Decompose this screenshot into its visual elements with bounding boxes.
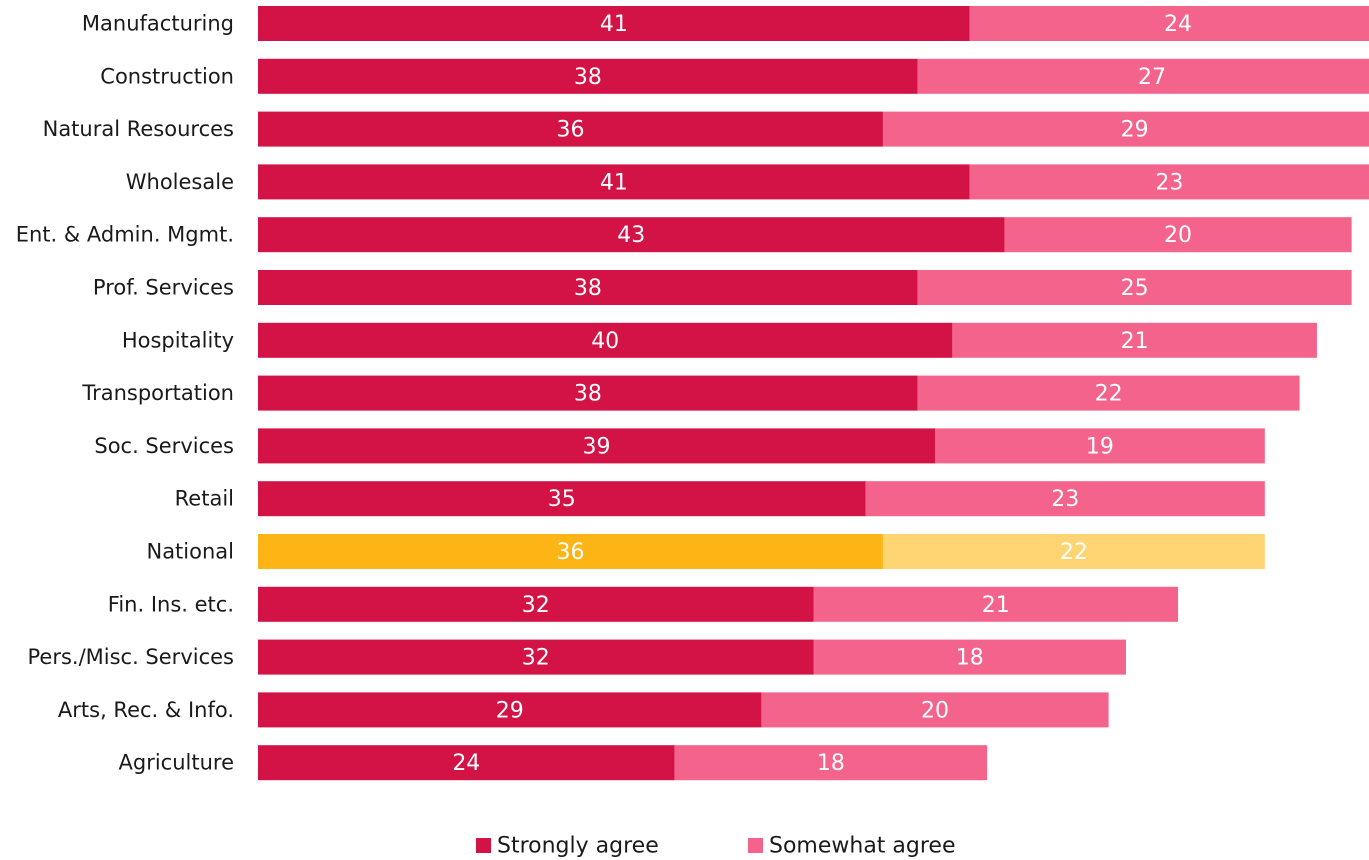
- bar-somewhat-agree-wholesale: [969, 164, 1369, 200]
- data-label-strongly-agree-ent-admin-mgmt: 43: [617, 223, 645, 248]
- bar-strongly-agree-wholesale: [258, 164, 970, 200]
- bar-strongly-agree-natural-resources: [258, 111, 883, 147]
- category-labels: Manufacturing Construction Natural Resourc…: [16, 12, 234, 775]
- bar-somewhat-agree-fin-ins-etc: [813, 586, 1179, 622]
- bar-somewhat-agree-manufacturing: [969, 6, 1369, 41]
- bar-somewhat-agree-natural-resources: [882, 111, 1369, 147]
- category-label-prof-services: Prof. Services: [93, 276, 234, 300]
- bar-strongly-agree-pers-misc-services: [258, 639, 814, 675]
- bar-somewhat-agree-prof-services: [917, 270, 1352, 305]
- bar-strongly-agree-national: [258, 534, 883, 569]
- category-label-pers-misc-services: Pers./Misc. Services: [27, 645, 234, 669]
- category-label-arts-rec-info: Arts, Rec. & Info.: [58, 698, 234, 722]
- bar-strongly-agree-soc-services: [258, 428, 936, 464]
- bar-strongly-agree-agriculture: [258, 745, 675, 781]
- data-label-strongly-agree-prof-services: 38: [574, 276, 602, 301]
- data-label-strongly-agree-wholesale: 41: [600, 170, 628, 195]
- category-label-hospitality: Hospitality: [122, 328, 234, 352]
- data-label-strongly-agree-pers-misc-services: 32: [522, 646, 550, 671]
- data-label-strongly-agree-fin-ins-etc: 32: [522, 593, 550, 618]
- data-label-somewhat-agree-transportation: 22: [1095, 382, 1123, 407]
- bar-strongly-agree-transportation: [258, 375, 918, 411]
- bar-strongly-agree-manufacturing: [258, 6, 970, 41]
- data-label-somewhat-agree-arts-rec-info: 20: [921, 698, 949, 723]
- data-label-strongly-agree-national: 36: [556, 540, 584, 565]
- bar-strongly-agree-arts-rec-info: [258, 692, 762, 728]
- data-label-somewhat-agree-construction: 27: [1138, 65, 1166, 90]
- category-label-wholesale: Wholesale: [126, 170, 234, 194]
- legend: Strongly agree Somewhat agree: [476, 834, 956, 859]
- legend-label-somewhat-agree: Somewhat agree: [769, 834, 956, 859]
- data-label-somewhat-agree-wholesale: 23: [1155, 170, 1183, 195]
- legend-swatch-strongly-agree: [476, 838, 491, 853]
- category-label-soc-services: Soc. Services: [94, 434, 234, 458]
- data-label-somewhat-agree-prof-services: 25: [1121, 276, 1149, 301]
- bar-strongly-agree-fin-ins-etc: [258, 586, 814, 622]
- bar-somewhat-agree-construction: [917, 58, 1369, 94]
- bar-somewhat-agree-transportation: [917, 375, 1300, 411]
- category-label-natural-resources: Natural Resources: [43, 117, 234, 141]
- bar-strongly-agree-ent-admin-mgmt: [258, 217, 1005, 253]
- data-label-somewhat-agree-retail: 23: [1051, 487, 1079, 512]
- data-label-somewhat-agree-pers-misc-services: 18: [956, 646, 984, 671]
- bar-somewhat-agree-arts-rec-info: [761, 692, 1109, 728]
- category-label-construction: Construction: [100, 64, 234, 88]
- bar-somewhat-agree-ent-admin-mgmt: [1004, 217, 1352, 253]
- category-label-retail: Retail: [175, 487, 234, 511]
- data-label-strongly-agree-natural-resources: 36: [556, 118, 584, 143]
- bar-strongly-agree-prof-services: [258, 270, 918, 305]
- bar-somewhat-agree-soc-services: [935, 428, 1265, 464]
- bar-strongly-agree-construction: [258, 58, 918, 94]
- category-label-manufacturing: Manufacturing: [82, 12, 234, 36]
- category-label-transportation: Transportation: [81, 381, 234, 405]
- bar-somewhat-agree-national: [882, 534, 1265, 569]
- data-label-somewhat-agree-manufacturing: 24: [1164, 12, 1192, 37]
- category-label-national: National: [146, 540, 234, 564]
- data-label-strongly-agree-hospitality: 40: [591, 329, 619, 354]
- data-label-somewhat-agree-fin-ins-etc: 21: [982, 593, 1010, 618]
- data-label-strongly-agree-arts-rec-info: 29: [496, 698, 524, 723]
- data-label-strongly-agree-agriculture: 24: [452, 751, 480, 776]
- data-label-somewhat-agree-soc-services: 19: [1086, 434, 1114, 459]
- data-label-strongly-agree-manufacturing: 41: [600, 12, 628, 37]
- data-label-somewhat-agree-ent-admin-mgmt: 20: [1164, 223, 1192, 248]
- legend-label-strongly-agree: Strongly agree: [497, 834, 659, 859]
- bar-somewhat-agree-hospitality: [952, 322, 1317, 358]
- data-label-somewhat-agree-hospitality: 21: [1121, 329, 1149, 354]
- bar-somewhat-agree-agriculture: [674, 745, 988, 781]
- data-label-strongly-agree-retail: 35: [548, 487, 576, 512]
- bar-somewhat-agree-pers-misc-services: [813, 639, 1126, 675]
- legend-swatch-somewhat-agree: [748, 838, 763, 853]
- bar-somewhat-agree-retail: [865, 481, 1265, 517]
- data-label-somewhat-agree-national: 22: [1060, 540, 1088, 565]
- data-label-strongly-agree-construction: 38: [574, 65, 602, 90]
- data-label-somewhat-agree-natural-resources: 29: [1121, 118, 1149, 143]
- data-label-strongly-agree-transportation: 38: [574, 382, 602, 407]
- category-label-agriculture: Agriculture: [119, 751, 235, 775]
- bar-strongly-agree-hospitality: [258, 322, 953, 358]
- category-label-ent-admin-mgmt: Ent. & Admin. Mgmt.: [16, 223, 234, 247]
- data-label-somewhat-agree-agriculture: 18: [817, 751, 845, 776]
- data-label-strongly-agree-soc-services: 39: [583, 434, 611, 459]
- category-label-fin-ins-etc: Fin. Ins. etc.: [108, 592, 234, 616]
- bars: 41 24 38 27 36 29 41 23 43 20 38 25 40 21 38 22 39 19 35 23…: [258, 6, 1369, 781]
- bar-strongly-agree-retail: [258, 481, 866, 517]
